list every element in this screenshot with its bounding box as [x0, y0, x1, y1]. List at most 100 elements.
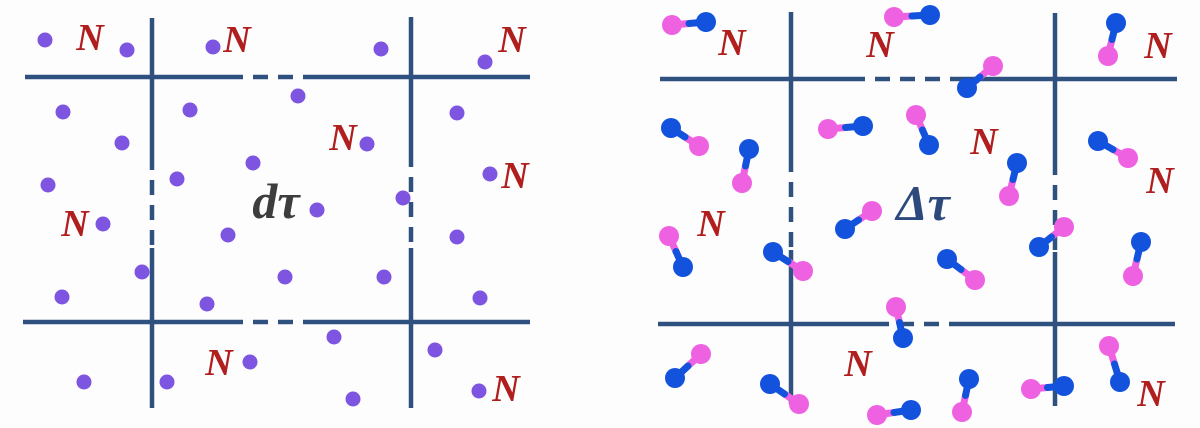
monomer-particle-dot [159, 374, 175, 390]
particle-count-label: N [696, 203, 726, 245]
dimer-blue-bead [937, 249, 957, 269]
monomer-particle-dot [290, 88, 306, 104]
dimer-molecule [1099, 336, 1130, 392]
dimer-magenta-bead [886, 297, 906, 317]
dimer-magenta-bead [906, 105, 926, 125]
dimer-blue-bead [1106, 13, 1126, 33]
particle-count-label: N [865, 24, 895, 66]
monomer-particle-dot [477, 54, 493, 70]
monomer-particle-dot [345, 391, 361, 407]
dimer-magenta-bead [1021, 379, 1041, 399]
dimer-blue-bead [893, 328, 913, 348]
monomer-particle-dot [54, 289, 70, 305]
monomer-particle-dot [169, 171, 185, 187]
dimer-molecule [884, 5, 940, 27]
dimer-molecule [957, 56, 1003, 98]
dimer-molecule [661, 118, 709, 156]
monomer-particle-dot [359, 136, 375, 152]
dimer-molecule [886, 297, 913, 348]
monomer-particle-dot [376, 269, 392, 285]
monomer-particle-dot [482, 166, 498, 182]
dimer-blue-bead [696, 12, 716, 32]
dimer-blue-bead [1110, 372, 1130, 392]
particle-count-label: N [717, 22, 747, 64]
dimer-molecule [1098, 13, 1126, 66]
monomer-particle-dot [395, 190, 411, 206]
dimer-blue-bead [739, 139, 759, 159]
time-step-label: dτ [252, 173, 301, 229]
dimer-magenta-bead [689, 136, 709, 156]
particle-count-label: N [328, 117, 358, 159]
time-step-label: Δτ [894, 175, 951, 231]
dimer-magenta-bead [999, 186, 1019, 206]
dimer-magenta-bead [691, 344, 711, 364]
dimer-magenta-bead [1054, 217, 1074, 237]
dimer-blue-bead [1029, 237, 1049, 257]
dimer-blue-bead [835, 219, 855, 239]
dimer-molecule [999, 153, 1027, 206]
dimer-molecule [906, 105, 939, 155]
particle-count-label: N [204, 342, 234, 384]
monomer-particle-dot [182, 102, 198, 118]
dimer-molecule [1088, 131, 1138, 168]
monomer-particle-dot [55, 104, 71, 120]
particle-count-label: N [843, 343, 873, 385]
monomer-particle-dot [199, 296, 215, 312]
dimer-molecule [1021, 376, 1074, 399]
monomer-particle-dot [245, 155, 261, 171]
dimer-molecule [760, 374, 809, 414]
dimer-molecule [937, 249, 985, 290]
dimer-magenta-bead [662, 15, 682, 35]
monomer-particle-dot [449, 105, 465, 121]
dimer-blue-bead [957, 78, 977, 98]
particle-count-label: N [491, 368, 521, 410]
dimer-blue-bead [661, 118, 681, 138]
dimer-blue-bead [853, 116, 873, 136]
dimer-blue-bead [1054, 376, 1074, 396]
monomer-particle-dot [471, 383, 487, 399]
monomer-particle-dot [119, 42, 135, 58]
monomer-particle-dot [373, 41, 389, 57]
monomer-particle-dot [242, 354, 258, 370]
dimer-molecule [835, 201, 882, 239]
dimer-blue-bead [760, 374, 780, 394]
dimer-magenta-bead [862, 201, 882, 221]
dimer-magenta-bead [884, 7, 904, 27]
monomer-particle-dot [220, 227, 236, 243]
particle-count-label: N [1143, 25, 1173, 67]
dimer-blue-bead [919, 135, 939, 155]
monomer-particle-dot [95, 216, 111, 232]
monomer-particle-dot [309, 202, 325, 218]
dimer-molecule [659, 226, 693, 277]
dimer-blue-bead [665, 368, 685, 388]
particle-count-label: N [500, 155, 530, 197]
monomer-particle-dot [472, 290, 488, 306]
monomer-particle-dot [449, 229, 465, 245]
monomer-cells-panel: N N N N N N N Ndτ [23, 17, 530, 410]
monomer-particle-dot [205, 39, 221, 55]
dimer-molecule [732, 139, 759, 193]
dimer-molecule [818, 116, 873, 139]
dimer-magenta-bead [818, 119, 838, 139]
dimer-magenta-bead [1099, 336, 1119, 356]
monomer-particle-dot [427, 342, 443, 358]
monomer-particle-dot [114, 135, 130, 151]
particle-count-label: N [222, 19, 252, 61]
dimer-magenta-bead [1123, 266, 1143, 286]
dimer-magenta-bead [867, 405, 887, 425]
dimer-molecule [665, 344, 711, 388]
dimer-blue-bead [1131, 232, 1151, 252]
monomer-particle-dot [37, 32, 53, 48]
dimer-blue-bead [959, 369, 979, 389]
monomer-particle-dot [134, 264, 150, 280]
dimer-magenta-bead [732, 173, 752, 193]
dimer-molecule [1123, 232, 1151, 286]
dimer-magenta-bead [952, 402, 972, 422]
dimer-blue-bead [673, 257, 693, 277]
dimer-blue-bead [1088, 131, 1108, 151]
dimer-magenta-bead [659, 226, 679, 246]
particle-count-label: N [75, 17, 105, 59]
particle-count-label: N [497, 19, 527, 61]
